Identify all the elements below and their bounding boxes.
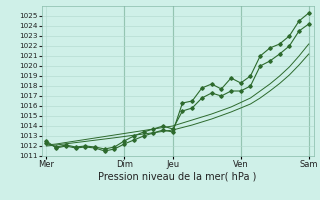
X-axis label: Pression niveau de la mer( hPa ): Pression niveau de la mer( hPa ) (99, 172, 257, 182)
